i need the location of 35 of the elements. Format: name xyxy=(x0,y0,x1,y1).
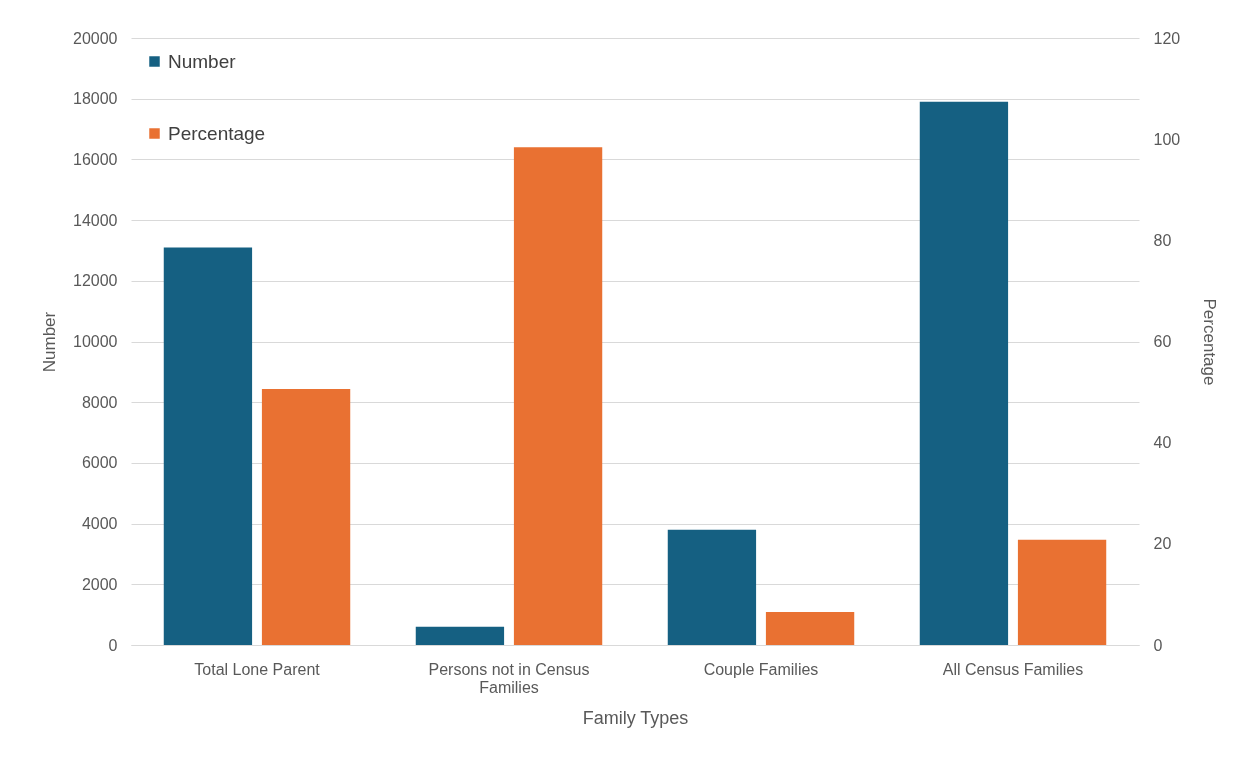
y2-tick-label: 40 xyxy=(1153,434,1172,452)
y-tick-label: 2000 xyxy=(81,575,118,593)
bar xyxy=(513,147,603,645)
y-tick-label: 8000 xyxy=(81,393,118,411)
legend-label: Percentage xyxy=(168,122,266,144)
bar xyxy=(163,247,253,645)
y-tick-label: 10000 xyxy=(73,333,118,350)
x-tick-label: Couple Families xyxy=(703,660,819,678)
bar xyxy=(261,389,351,645)
y2-tick-label: 80 xyxy=(1153,231,1172,249)
bar xyxy=(919,101,1009,645)
y-tick-label: 18000 xyxy=(73,90,118,108)
y-tick-label: 14000 xyxy=(73,211,118,229)
bar xyxy=(765,612,855,645)
y2-tick-label: 20 xyxy=(1153,535,1172,553)
legend-label: Number xyxy=(168,50,237,72)
y-tick-label: 6000 xyxy=(81,454,118,472)
y2-tick-label: 0 xyxy=(1153,636,1163,654)
y-tick-label: 0 xyxy=(108,636,118,654)
y-tick-label: 4000 xyxy=(81,515,118,533)
y-tick-label: 12000 xyxy=(73,272,118,290)
y2-axis-title: Percentage xyxy=(1200,298,1220,386)
y2-tick-label: 120 xyxy=(1153,29,1181,47)
y2-tick-label: 100 xyxy=(1153,130,1181,148)
y-axis-title: Number xyxy=(40,311,60,373)
bar xyxy=(415,626,505,645)
bar xyxy=(1017,539,1107,645)
bar xyxy=(667,529,757,645)
x-tick-label: Total Lone Parent xyxy=(194,660,321,678)
y-tick-label: 20000 xyxy=(73,29,118,47)
x-axis-title: Family Types xyxy=(582,707,689,728)
y-tick-label: 16000 xyxy=(73,150,118,168)
x-tick-label: All Census Families xyxy=(942,660,1084,678)
x-tick-label: Persons not in Census Families xyxy=(428,660,590,696)
y2-tick-label: 60 xyxy=(1153,333,1172,350)
